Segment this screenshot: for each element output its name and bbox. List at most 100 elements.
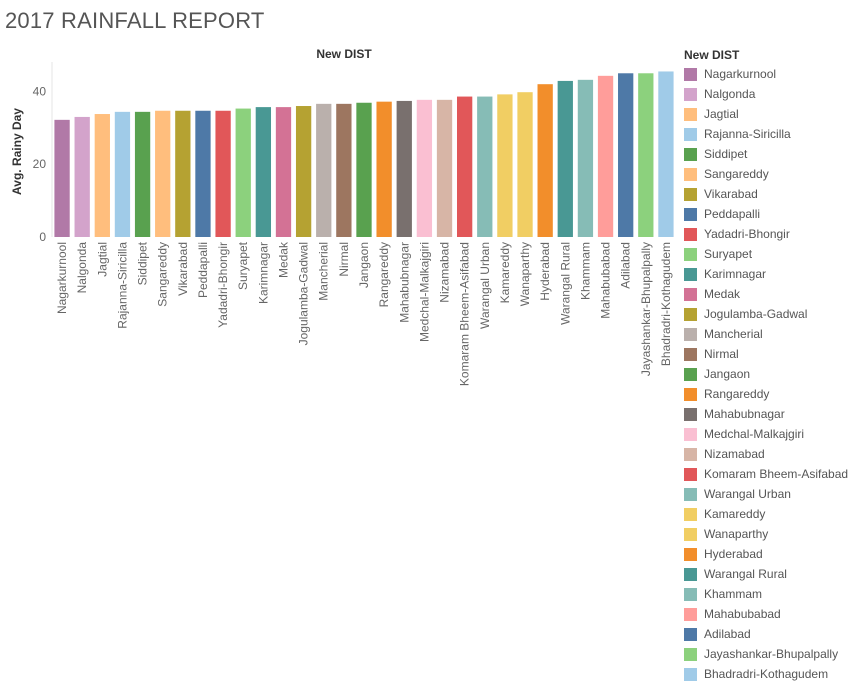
bar-2[interactable] (74, 116, 90, 237)
bar-5[interactable] (134, 111, 151, 237)
legend-item[interactable]: Nagarkurnool (684, 64, 859, 84)
x-tick-label: Mahabubabad (599, 242, 613, 319)
bar-26[interactable] (557, 80, 573, 237)
legend-swatch (684, 527, 697, 541)
legend-label: Hyderabad (704, 547, 763, 561)
legend-item[interactable]: Jayashankar-Bhupalpally (684, 644, 859, 664)
bar-25[interactable] (537, 84, 553, 237)
legend-item[interactable]: Warangal Urban (684, 484, 859, 504)
bar-29[interactable] (618, 73, 634, 237)
legend-item[interactable]: Adilabad (684, 624, 859, 644)
legend-label: Komaram Bheem-Asifabad (704, 467, 849, 481)
bar-19[interactable] (416, 99, 433, 237)
x-tick-label: Nizamabad (438, 242, 452, 303)
bar-9[interactable] (215, 110, 231, 237)
bar-chart: New DIST 0 20 40 Avg. Rainy Day Nagarkurnool N… (10, 47, 674, 386)
bar-8[interactable] (195, 110, 211, 237)
legend-label: Warangal Rural (704, 567, 787, 581)
legend-label: Adilabad (704, 627, 751, 641)
bar-22[interactable] (477, 96, 493, 237)
legend-item[interactable]: Mahabubnagar (684, 404, 859, 424)
legend-swatch (684, 147, 697, 161)
legend-item[interactable]: Rangareddy (684, 384, 859, 404)
x-tick-label: Sangareddy (156, 242, 170, 307)
legend-item[interactable]: Nirmal (684, 344, 859, 364)
bar-27[interactable] (577, 79, 594, 237)
legend-swatch (684, 447, 697, 461)
x-tick-label: Jogulamba-Gadwal (297, 242, 311, 345)
legend-label: Nirmal (704, 347, 739, 361)
bar-11[interactable] (255, 107, 272, 237)
legend-label: Kamareddy (704, 507, 766, 521)
y-tick-label: 0 (39, 230, 46, 244)
bar-6[interactable] (155, 110, 171, 237)
x-tick-label: Bhadradri-Kothagudem (659, 242, 673, 366)
legend-swatch (684, 647, 697, 661)
legend-item[interactable]: Medak (684, 284, 859, 304)
legend-label: Rangareddy (704, 387, 770, 401)
x-tick-label: Suryapet (236, 241, 250, 290)
bar-15[interactable] (336, 103, 352, 238)
chart-title: New DIST (316, 47, 372, 61)
bar-12[interactable] (275, 107, 292, 237)
legend-label: Suryapet (704, 247, 753, 261)
legend-label: Mahabubabad (704, 607, 781, 621)
bar-31[interactable] (658, 71, 674, 237)
x-tick-label: Yadadri-Bhongir (216, 242, 230, 328)
legend-item[interactable]: Nizamabad (684, 444, 859, 464)
legend-item[interactable]: Mahabubabad (684, 604, 859, 624)
bar-20[interactable] (436, 99, 453, 237)
y-tick-label: 40 (33, 84, 47, 98)
legend: New DIST Nagarkurnool Nalgonda Jagtial Raja… (684, 46, 859, 684)
legend-item[interactable]: Bhadradri-Kothagudem (684, 664, 859, 684)
legend-item[interactable]: Khammam (684, 584, 859, 604)
legend-item[interactable]: Komaram Bheem-Asifabad (684, 464, 859, 484)
legend-item[interactable]: Peddapalli (684, 204, 859, 224)
legend-item[interactable]: Jangaon (684, 364, 859, 384)
x-tick-label: Peddapalli (196, 242, 210, 298)
legend-item[interactable]: Siddipet (684, 144, 859, 164)
bar-10[interactable] (235, 108, 251, 237)
bar-7[interactable] (175, 110, 191, 237)
x-tick-label: Nirmal (337, 242, 351, 277)
legend-swatch (684, 607, 697, 621)
bar-4[interactable] (114, 111, 131, 237)
legend-item[interactable]: Kamareddy (684, 504, 859, 524)
legend-item[interactable]: Medchal-Malkajgiri (684, 424, 859, 444)
legend-item[interactable]: Rajanna-Siricilla (684, 124, 859, 144)
bar-18[interactable] (396, 100, 412, 237)
legend-item[interactable]: Mancherial (684, 324, 859, 344)
bar-23[interactable] (497, 94, 513, 237)
legend-item[interactable]: Nalgonda (684, 84, 859, 104)
legend-item[interactable]: Sangareddy (684, 164, 859, 184)
bar-21[interactable] (456, 96, 473, 237)
legend-item[interactable]: Hyderabad (684, 544, 859, 564)
bar-17[interactable] (376, 101, 392, 237)
x-tick-label: Medak (276, 241, 290, 278)
legend-item[interactable]: Warangal Rural (684, 564, 859, 584)
x-tick-label: Warangal Rural (558, 242, 572, 325)
x-tick-label: Adilabad (619, 242, 633, 289)
bar-13[interactable] (295, 106, 312, 238)
legend-label: Yadadri-Bhongir (704, 227, 790, 241)
legend-item[interactable]: Vikarabad (684, 184, 859, 204)
bar-30[interactable] (638, 73, 654, 237)
legend-swatch (684, 567, 697, 581)
legend-item[interactable]: Karimnagar (684, 264, 859, 284)
legend-item[interactable]: Yadadri-Bhongir (684, 224, 859, 244)
bar-3[interactable] (94, 114, 110, 237)
bar-16[interactable] (356, 102, 372, 237)
legend-swatch (684, 187, 697, 201)
legend-item[interactable]: Suryapet (684, 244, 859, 264)
legend-item[interactable]: Wanaparthy (684, 524, 859, 544)
legend-item[interactable]: Jagtial (684, 104, 859, 124)
bar-28[interactable] (597, 75, 614, 238)
legend-label: Karimnagar (704, 267, 767, 281)
bar-14[interactable] (316, 103, 332, 238)
legend-item[interactable]: Jogulamba-Gadwal (684, 304, 859, 324)
bar-1[interactable] (54, 119, 70, 237)
chart-svg: New DIST 0 20 40 Avg. Rainy Day Nagarkurnool N… (10, 47, 674, 386)
bar-24[interactable] (517, 92, 533, 238)
legend-swatch (684, 267, 697, 281)
y-axis-label: Avg. Rainy Day (10, 108, 24, 195)
